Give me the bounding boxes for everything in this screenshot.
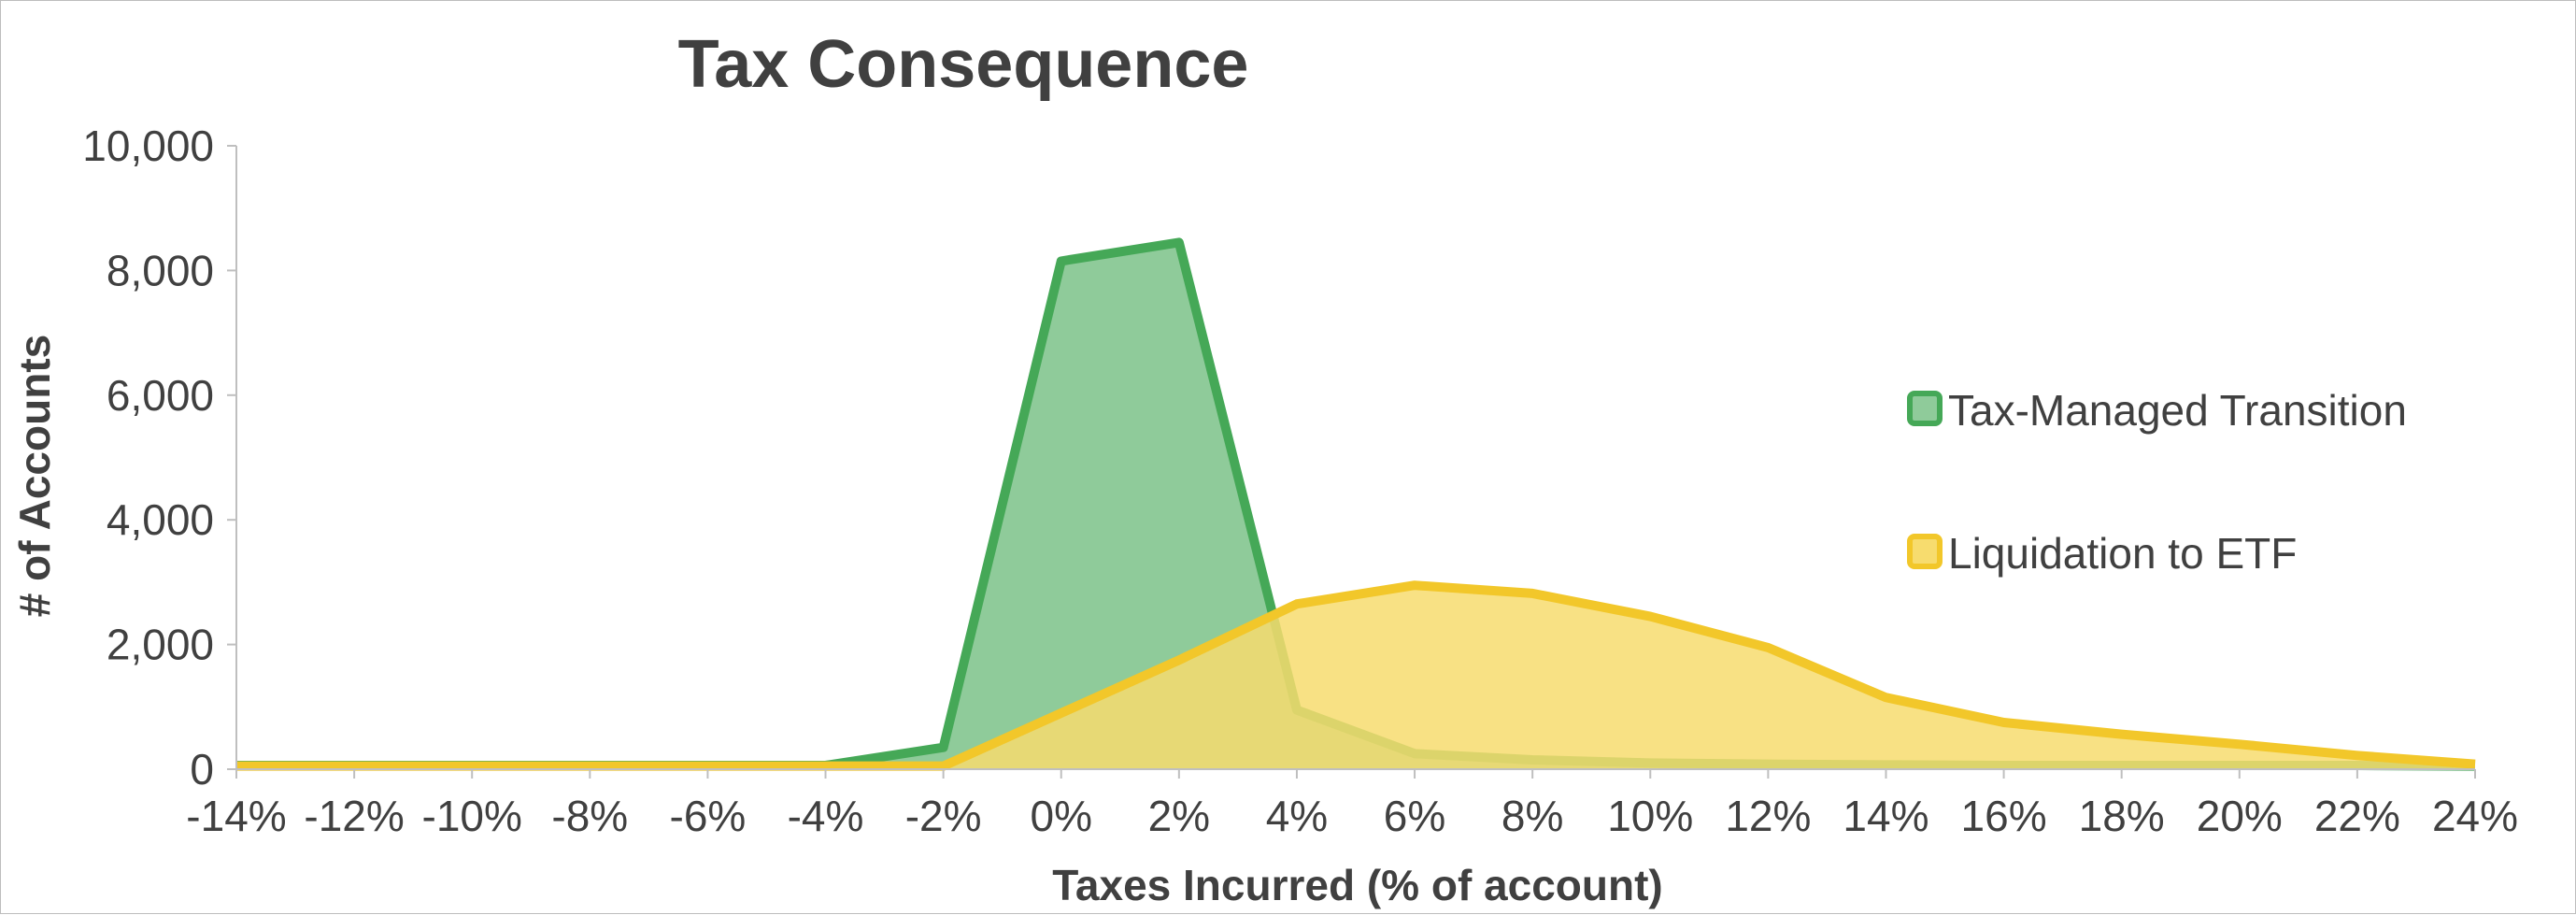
x-tick-label: 18%	[2079, 792, 2165, 840]
x-tick-label: 12%	[1725, 792, 1811, 840]
x-tick-label: 8%	[1501, 792, 1563, 840]
x-tick-label: -10%	[422, 792, 522, 840]
y-tick-label: 0	[190, 745, 214, 793]
y-tick-labels: 0 2,000 4,000 6,000 8,000 10,000	[82, 122, 214, 793]
x-tick-label: 20%	[2197, 792, 2283, 840]
y-tick-label: 8,000	[107, 246, 214, 294]
legend-swatch	[1907, 391, 1943, 426]
x-tick-label: 22%	[2314, 792, 2400, 840]
legend: Tax-Managed Transition Liquidation to ETF	[1907, 386, 2407, 578]
x-tick-label: -12%	[304, 792, 404, 840]
legend-swatch	[1907, 534, 1943, 569]
x-tick-label: 10%	[1607, 792, 1693, 840]
axes	[227, 145, 2476, 779]
series-line-liquidation-to-etf	[236, 580, 2476, 771]
y-tick-label: 6,000	[107, 371, 214, 420]
x-tick-label: 6%	[1384, 792, 1445, 840]
x-tick-label: 16%	[1961, 792, 2047, 840]
x-tick-labels: -14% -12% -10% -8% -6% -4% -2% 0% 2% 4% 6% 8% 10% 12%…	[186, 792, 2518, 840]
plot-areas	[236, 237, 2476, 771]
y-tick-label: 2,000	[107, 621, 214, 669]
x-tick-label: -8%	[551, 792, 628, 840]
chart-title: Tax Consequence	[678, 27, 1249, 102]
x-tick-label: 24%	[2432, 792, 2518, 840]
x-tick-label: 0%	[1030, 792, 1091, 840]
y-tick-label: 10,000	[82, 122, 214, 170]
x-tick-label: -14%	[186, 792, 286, 840]
x-axis-title: Taxes Incurred (% of account)	[1052, 861, 1663, 909]
y-axis-title: # of Accounts	[10, 335, 59, 617]
x-tick-label: 14%	[1843, 792, 1928, 840]
legend-label: Liquidation to ETF	[1948, 529, 2297, 578]
y-tick-label: 4,000	[107, 495, 214, 544]
x-tick-label: -6%	[670, 792, 747, 840]
x-tick-label: 2%	[1148, 792, 1210, 840]
area-fill-liquidation-to-etf	[236, 585, 2475, 769]
x-tick-label: -4%	[788, 792, 864, 840]
x-tick-label: -2%	[905, 792, 982, 840]
legend-label: Tax-Managed Transition	[1948, 386, 2407, 435]
x-tick-label: 4%	[1266, 792, 1328, 840]
